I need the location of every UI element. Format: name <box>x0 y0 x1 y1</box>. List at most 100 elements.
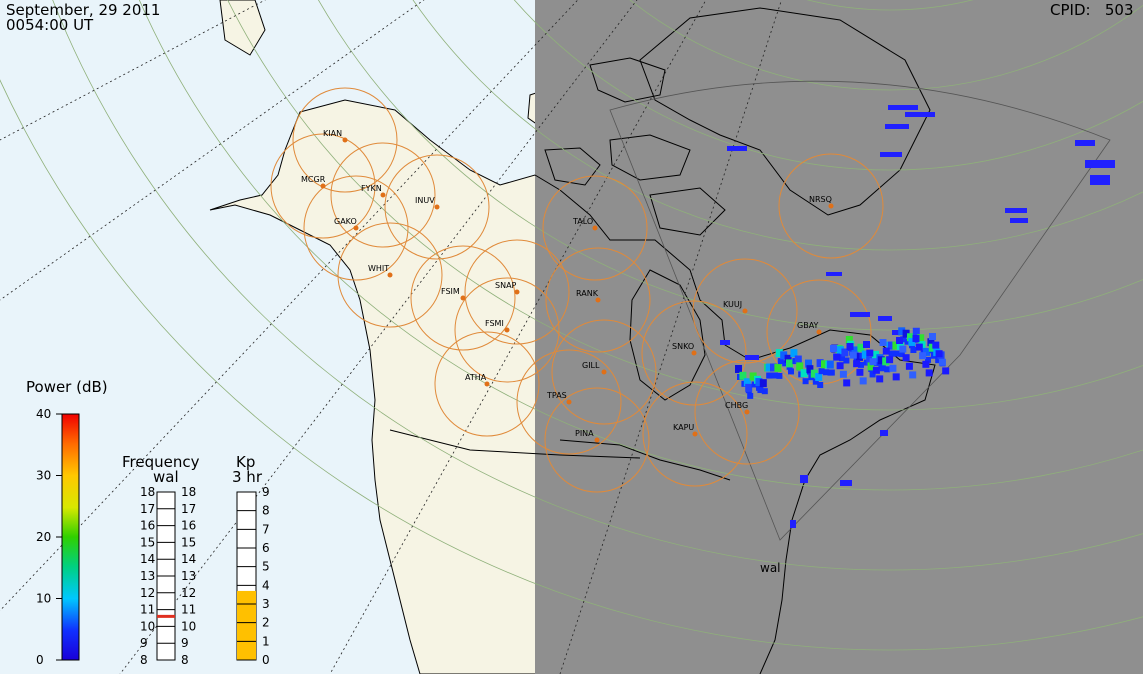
station-label: KUUJ <box>723 300 742 309</box>
echo-cell <box>802 378 809 385</box>
frequency-tick-label-left: 11 <box>140 603 155 617</box>
echo-cell <box>772 372 778 379</box>
echo-cell <box>761 388 768 395</box>
echo-cell <box>902 329 910 338</box>
echo-cell <box>770 363 777 372</box>
power-scale-title: Power (dB) <box>26 378 108 396</box>
echo-cell <box>879 339 887 346</box>
frequency-tick-label-right: 11 <box>181 603 196 617</box>
station-label: GILL <box>582 361 600 370</box>
kp-tick-label: 8 <box>262 504 270 518</box>
station-fov-ring <box>692 258 798 364</box>
kp-scale-ticks: 0 1 2 3 4 5 6 7 8 9 <box>237 485 270 667</box>
station-label: TPAS <box>546 391 567 400</box>
echo-cell <box>898 351 905 358</box>
echo-cell <box>880 430 888 436</box>
echo-cell <box>749 372 757 381</box>
echo-cell <box>879 365 886 372</box>
frequency-tick-label-right: 13 <box>181 569 196 583</box>
backscatter-echoes <box>720 105 1115 528</box>
echo-cell <box>826 272 842 276</box>
radar-label: wal <box>760 561 781 575</box>
echo-cell <box>890 350 896 357</box>
time-label: 0054:00 UT <box>6 16 94 34</box>
echo-cell <box>745 355 759 360</box>
echo-cell <box>919 352 927 360</box>
echo-cell <box>904 338 911 345</box>
echo-cell <box>796 362 804 371</box>
echo-cell <box>1005 208 1027 213</box>
frequency-tick-label-left: 12 <box>140 586 155 600</box>
echo-cell <box>907 333 914 342</box>
frequency-tick-label-right: 15 <box>181 535 196 549</box>
echo-cell <box>784 354 792 363</box>
station-fov-ring <box>545 247 651 353</box>
frequency-tick-label-right: 12 <box>181 586 196 600</box>
echo-cell <box>938 358 946 366</box>
echo-cell <box>942 367 950 375</box>
cpid-value: 503 <box>1104 1 1134 19</box>
echo-cell <box>892 373 900 381</box>
echo-cell <box>902 354 910 362</box>
echo-cell <box>849 351 857 359</box>
echo-cell <box>839 355 845 362</box>
station-dot <box>387 272 393 278</box>
latitude-circle <box>227 0 1143 411</box>
echo-cell <box>896 337 903 344</box>
kp-tick-label: 3 <box>262 597 270 611</box>
echo-cell <box>720 340 730 345</box>
station-layer: KIAN MCGR FYKN INUV GAKO WHIT FSIM SNAP FSMI ATHA… <box>270 87 884 493</box>
echo-cell <box>840 480 852 486</box>
station-label: PINA <box>575 429 594 438</box>
frequency-scale-ticks: 8 8 9 9 10 10 11 11 12 12 13 13 14 14 15 15 16 16 17 17 18 18 <box>140 485 196 667</box>
latitude-circle <box>806 0 974 11</box>
station-dot <box>342 137 348 143</box>
kp-fill <box>237 590 256 660</box>
date-label: September, 29 2011 <box>6 1 161 19</box>
echo-cell <box>739 371 747 380</box>
echo-cell <box>843 357 850 364</box>
station-label: FYKN <box>361 184 382 193</box>
echo-cell <box>780 351 788 360</box>
echo-cell <box>843 379 851 387</box>
echo-cell <box>775 349 783 358</box>
power-tick-label: 0 <box>36 653 44 667</box>
echo-cell <box>905 112 935 117</box>
echo-cell <box>909 371 917 379</box>
echo-cell <box>839 370 847 378</box>
station-label: KAPU <box>673 423 694 432</box>
kp-tick-label: 7 <box>262 522 270 536</box>
station-dot <box>691 350 697 356</box>
echo-cell <box>880 152 902 157</box>
kp-tick-label: 0 <box>262 653 270 667</box>
station-dot <box>592 225 598 231</box>
echo-cell <box>861 350 869 359</box>
border-line <box>389 429 641 459</box>
frequency-tick-label-left: 18 <box>140 485 155 499</box>
power-tick-label: 20 <box>36 530 51 544</box>
station-fov-ring <box>384 154 490 260</box>
echo-cell <box>882 347 890 355</box>
station-label: CHBG <box>725 401 748 410</box>
station-label: INUV <box>415 196 435 205</box>
echo-cell <box>932 341 940 349</box>
echo-cell <box>925 369 933 377</box>
echo-cell <box>757 387 764 394</box>
echo-cell <box>837 346 844 355</box>
echo-cell <box>805 359 812 368</box>
kp-tick-label: 4 <box>262 578 270 592</box>
latitude-circle <box>0 78 1143 651</box>
echo-cell <box>828 369 835 376</box>
station-label: SNKO <box>672 342 694 351</box>
echo-cell <box>905 362 913 370</box>
cpid-label-text: CPID: <box>1050 1 1091 19</box>
echo-cell <box>735 365 742 373</box>
echo-cell <box>888 105 918 110</box>
kp-tick-label: 6 <box>262 541 270 555</box>
echo-cell <box>817 382 824 389</box>
echo-cell <box>782 360 789 367</box>
echo-cell <box>874 359 880 366</box>
echo-cell <box>833 353 841 361</box>
station-label: WHIT <box>368 264 389 273</box>
echo-cell <box>850 312 870 317</box>
